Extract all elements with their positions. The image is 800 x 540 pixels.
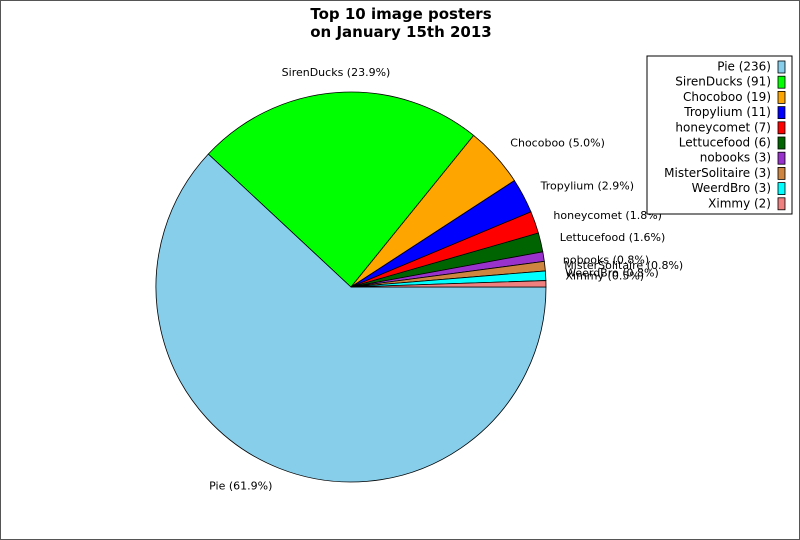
pie-slice-labels: Pie (61.9%) SirenDucks (23.9%) Chocoboo (5… bbox=[209, 66, 683, 493]
pie-slices bbox=[155, 91, 547, 483]
slice-label-honeycomet: honeycomet (1.8%) bbox=[553, 209, 662, 222]
chart-title-line-1: Top 10 image posters bbox=[310, 5, 491, 23]
legend-swatch-tropylium bbox=[777, 106, 786, 119]
slice-label-chocoboo: Chocoboo (5.0%) bbox=[510, 136, 605, 149]
slice-label-tropylium: Tropylium (2.9%) bbox=[540, 180, 634, 193]
legend-swatch-nobooks bbox=[777, 151, 786, 165]
slice-label-nobooks: nobooks (0.8%) bbox=[563, 254, 649, 267]
chart-title-line-2: on January 15th 2013 bbox=[310, 23, 491, 41]
pie-slice-sirenducks bbox=[207, 91, 475, 288]
legend-swatch-ximmy bbox=[777, 197, 786, 211]
legend-label-chocoboo: Chocoboo (19) bbox=[683, 90, 771, 104]
legend-box bbox=[646, 55, 793, 215]
slice-label-ximmy: Ximmy (0.5%) bbox=[566, 270, 645, 283]
legend-swatch-pie bbox=[777, 60, 786, 74]
slice-label-pie: Pie (61.9%) bbox=[209, 480, 272, 493]
legend-label-weerdbro: WeerdBro (3) bbox=[692, 181, 771, 195]
legend-label-ximmy: Ximmy (2) bbox=[708, 196, 771, 210]
slice-label-mistersolitaire: MisterSolitaire (0.8%) bbox=[564, 259, 683, 272]
legend-swatch-lettucefood bbox=[777, 136, 786, 150]
pie-slice-ximmy bbox=[350, 280, 547, 288]
legend-label-tropylium: Tropylium (11) bbox=[683, 105, 771, 119]
legend-label-sirenducks: SirenDucks (91) bbox=[675, 75, 771, 89]
legend-swatch-weerdbro bbox=[777, 182, 786, 196]
legend-swatch-sirenducks bbox=[777, 75, 786, 89]
legend-label-mistersolitaire: MisterSolitaire (3) bbox=[664, 166, 771, 180]
legend-swatch-mistersolitaire bbox=[777, 166, 786, 180]
legend-label-lettucefood: Lettucefood (6) bbox=[679, 136, 771, 150]
legend-label-pie: Pie (236) bbox=[717, 60, 771, 74]
slice-label-lettucefood: Lettucefood (1.6%) bbox=[560, 231, 665, 244]
legend: Pie (236)SirenDucks (91)Chocoboo (19)Tro… bbox=[646, 55, 793, 215]
legend-label-honeycomet: honeycomet (7) bbox=[675, 120, 771, 134]
pie-slice-pie bbox=[155, 153, 547, 483]
slice-label-weerdbro: WeerdBro (0.8%) bbox=[565, 267, 659, 280]
legend-label-nobooks: nobooks (3) bbox=[700, 151, 771, 165]
slice-label-sirenducks: SirenDucks (23.9%) bbox=[282, 66, 391, 79]
legend-swatch-chocoboo bbox=[777, 91, 786, 104]
legend-swatch-honeycomet bbox=[777, 121, 786, 135]
